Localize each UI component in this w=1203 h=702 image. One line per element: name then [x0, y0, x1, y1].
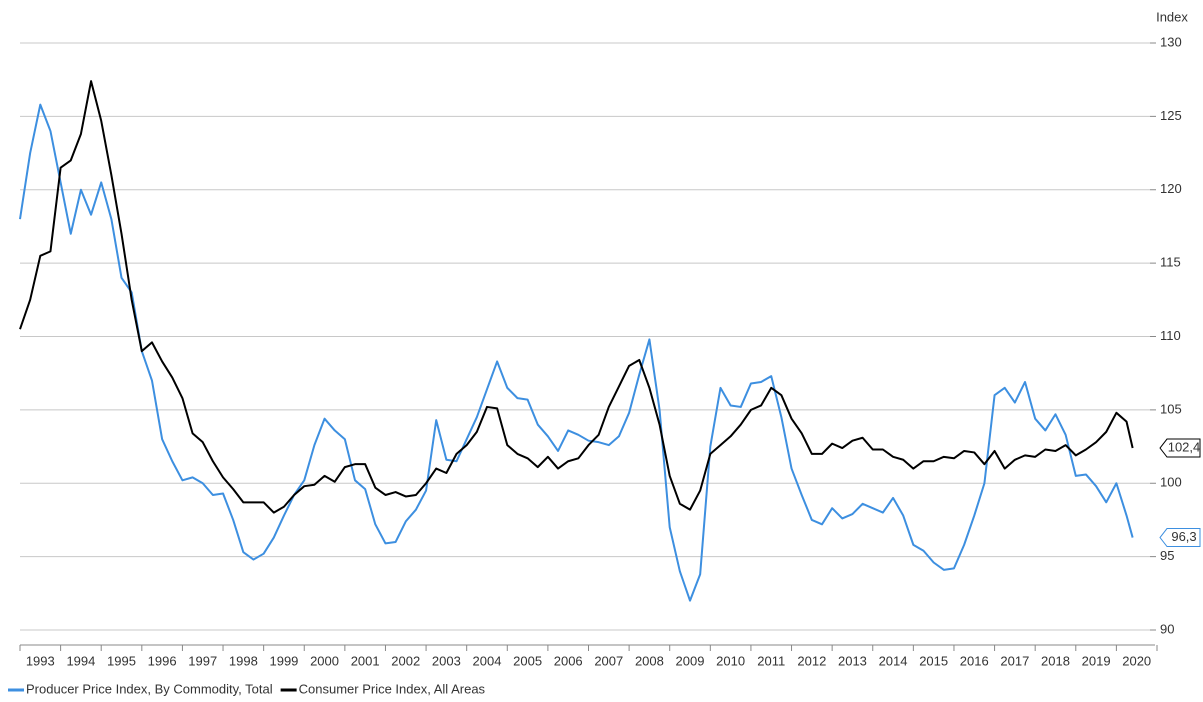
series-line — [19, 103, 1134, 602]
x-tick-label: 2017 — [1000, 653, 1029, 668]
y-axis-label: Index — [1156, 9, 1188, 24]
x-tick-label: 1995 — [107, 653, 136, 668]
x-tick-label: 2010 — [716, 653, 745, 668]
x-tick-label: 2008 — [635, 653, 664, 668]
x-tick-label: 1993 — [26, 653, 55, 668]
y-tick-label: 95 — [1160, 548, 1174, 563]
x-tick-label: 2006 — [554, 653, 583, 668]
y-tick-label: 130 — [1160, 34, 1182, 49]
end-value-label: 96,3 — [1171, 529, 1196, 544]
x-tick-label: 1997 — [188, 653, 217, 668]
y-tick-label: 120 — [1160, 181, 1182, 196]
x-tick-label: 2001 — [351, 653, 380, 668]
y-tick-label: 100 — [1160, 475, 1182, 490]
x-tick-label: 2011 — [757, 653, 785, 668]
x-tick-label: 1998 — [229, 653, 258, 668]
x-tick-label: 2015 — [919, 653, 948, 668]
end-value-label: 102,4 — [1168, 439, 1201, 454]
x-tick-label: 2016 — [960, 653, 989, 668]
x-tick-label: 2019 — [1082, 653, 1111, 668]
callout-box — [1159, 528, 1201, 548]
y-tick-label: 90 — [1160, 621, 1174, 636]
x-tick-label: 2009 — [676, 653, 705, 668]
y-tick-label: 115 — [1160, 255, 1181, 270]
y-tick-label: 125 — [1160, 108, 1182, 123]
x-tick-label: 1996 — [148, 653, 177, 668]
x-tick-label: 2000 — [310, 653, 339, 668]
x-tick-label: 2005 — [513, 653, 542, 668]
x-tick-label: 2013 — [838, 653, 867, 668]
end-value-callout: 102,4 — [1159, 438, 1201, 458]
y-tick-label: 110 — [1160, 328, 1181, 343]
x-tick-label: 2004 — [473, 653, 502, 668]
x-tick-label: 2020 — [1122, 653, 1151, 668]
x-tick-label: 2014 — [879, 653, 908, 668]
x-tick-label: 2002 — [391, 653, 420, 668]
x-tick-label: 2007 — [594, 653, 623, 668]
x-tick-label: 2003 — [432, 653, 461, 668]
y-tick-label: 105 — [1160, 401, 1182, 416]
series-line — [19, 80, 1134, 514]
x-tick-label: 2018 — [1041, 653, 1070, 668]
callout-box — [1159, 438, 1201, 458]
legend-label: Consumer Price Index, All Areas — [299, 681, 486, 696]
legend-label: Producer Price Index, By Commodity, Tota… — [26, 681, 273, 696]
x-tick-label: 1994 — [66, 653, 95, 668]
end-value-callout: 96,3 — [1159, 528, 1201, 548]
x-tick-label: 1999 — [269, 653, 298, 668]
x-tick-label: 2012 — [797, 653, 826, 668]
